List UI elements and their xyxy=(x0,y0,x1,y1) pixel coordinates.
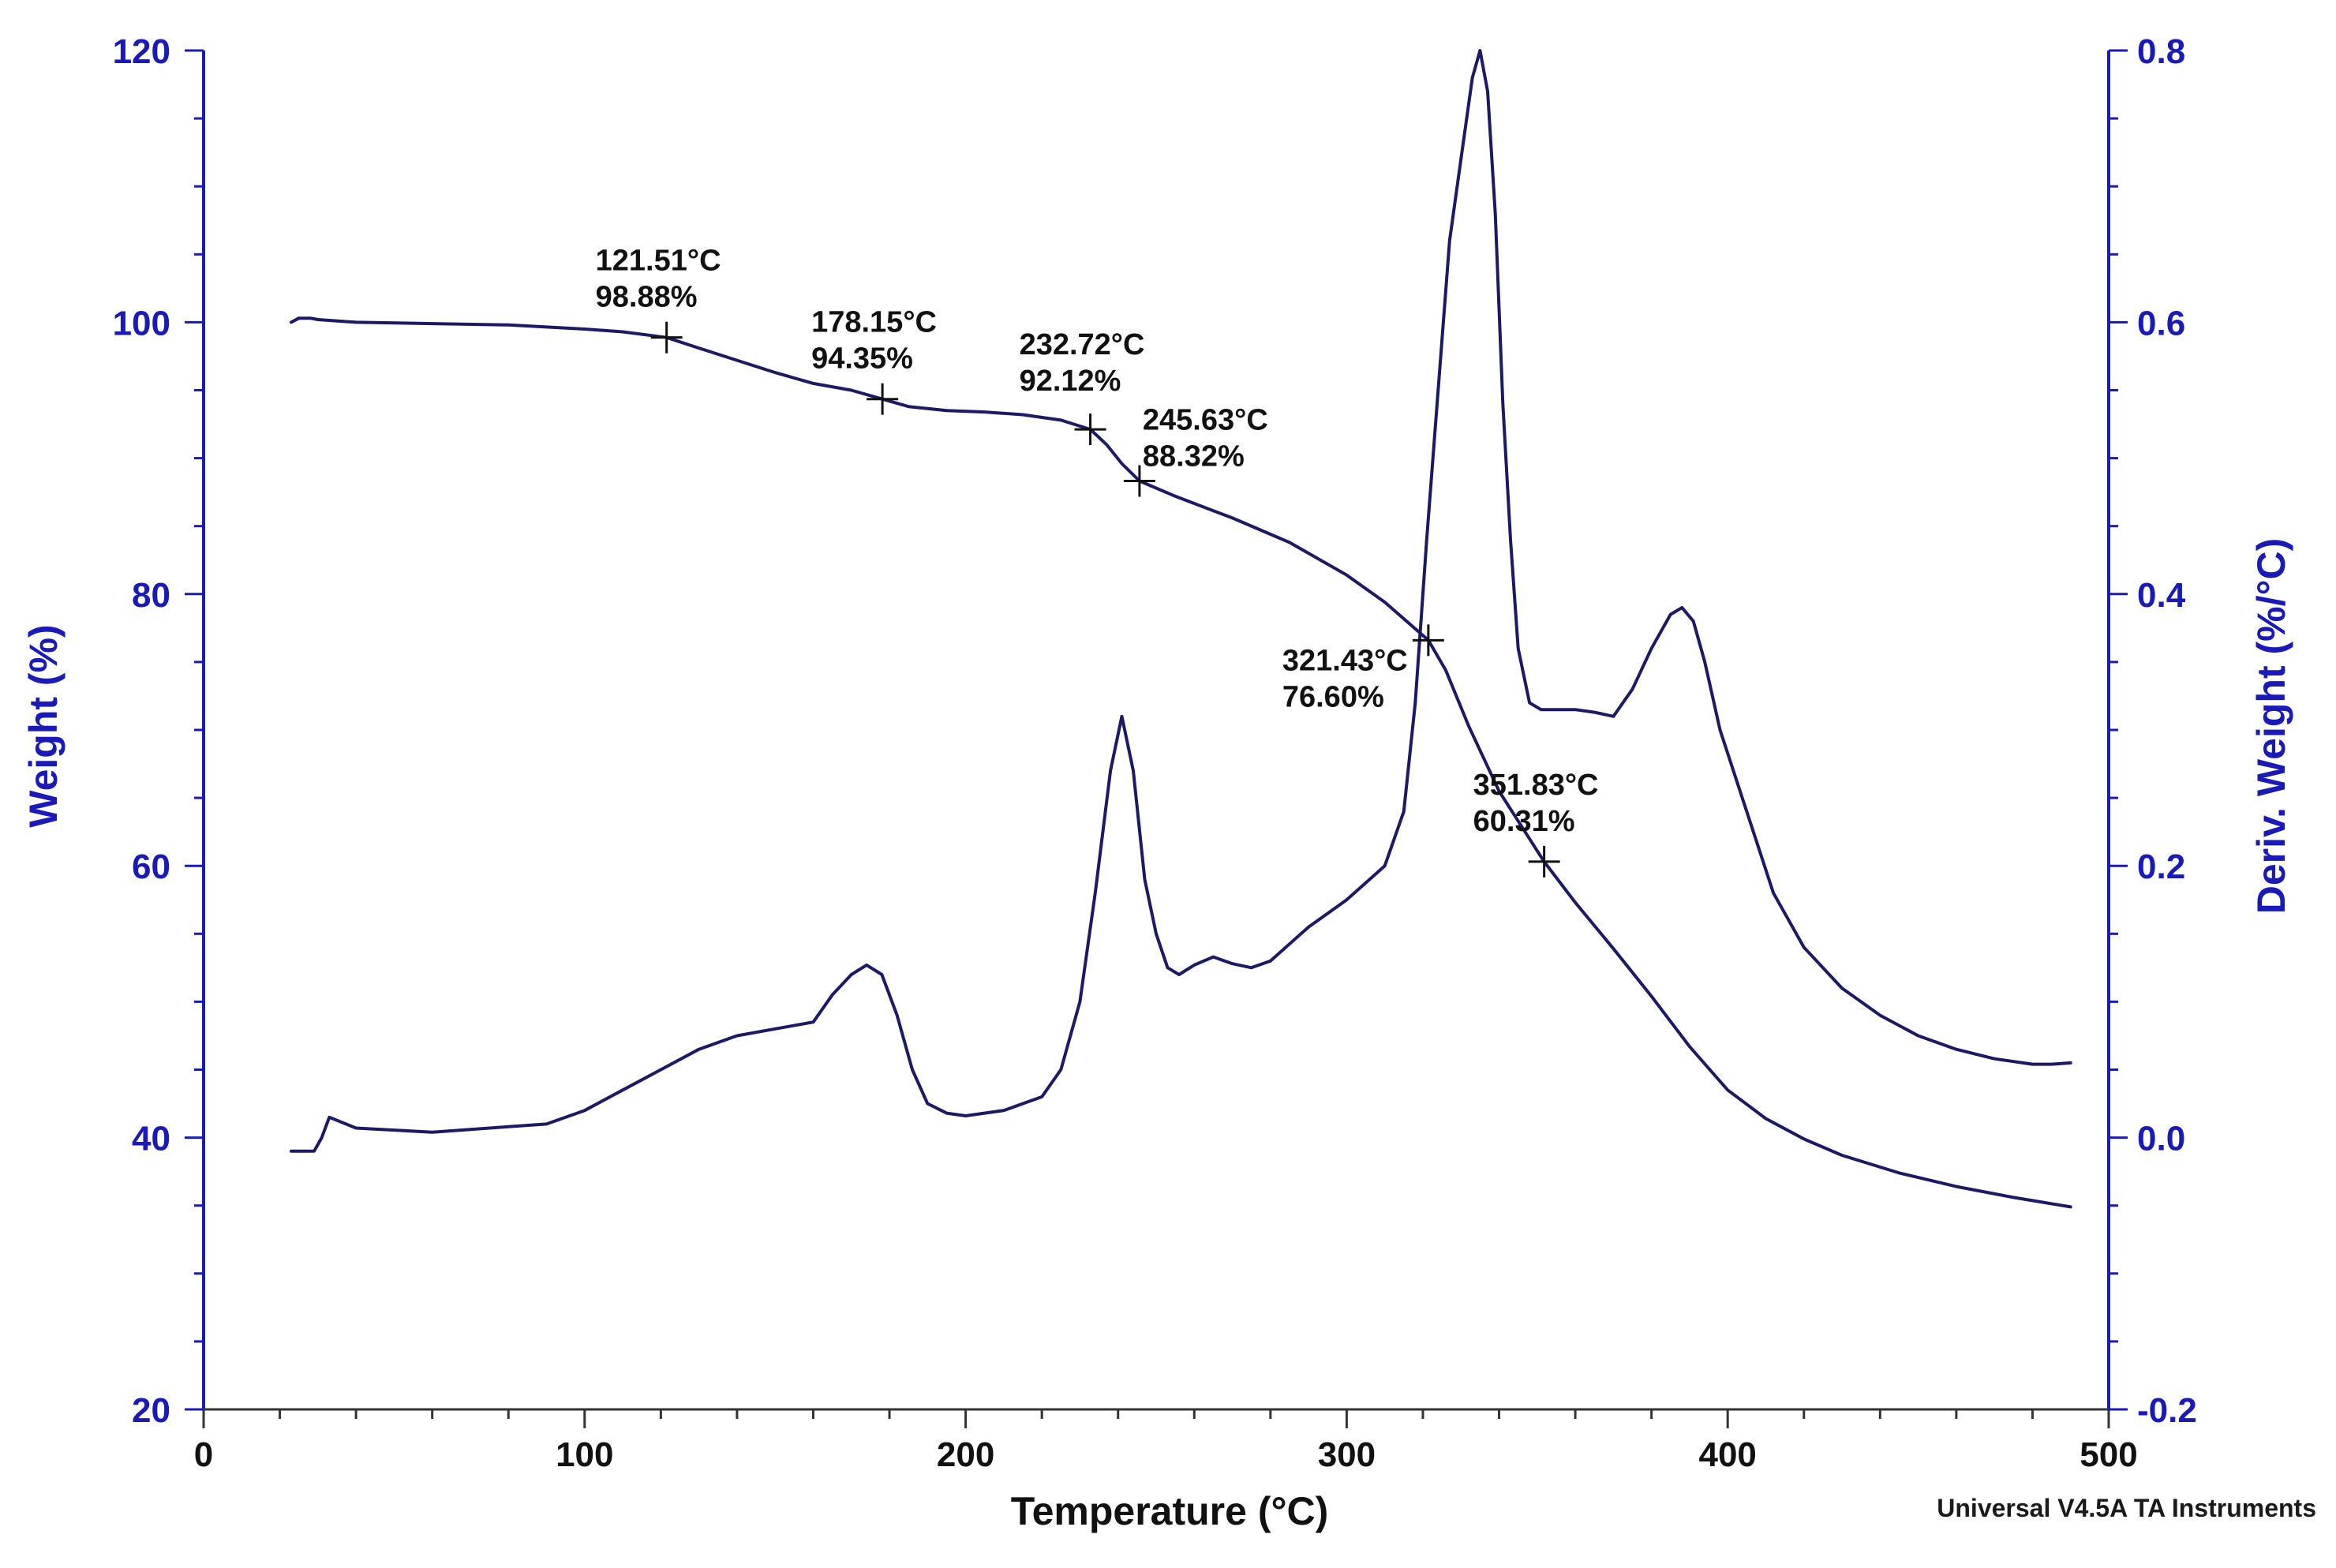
y-right-tick-label: 0.0 xyxy=(2137,1120,2185,1158)
y-left-tick-label: 100 xyxy=(113,304,170,342)
annotation-temperature: 351.83°C xyxy=(1473,769,1599,802)
y-axis-right-title: Deriv. Weight (%/°C) xyxy=(2249,538,2293,915)
instrument-footer: Universal V4.5A TA Instruments xyxy=(1937,1494,2316,1522)
annotation-weight: 60.31% xyxy=(1473,805,1575,838)
annotation-weight: 88.32% xyxy=(1143,440,1245,473)
x-tick-label: 300 xyxy=(1318,1435,1376,1474)
annotation-marker: 178.15°C94.35% xyxy=(811,306,937,415)
annotation-weight: 98.88% xyxy=(596,281,698,314)
annotation-marker: 121.51°C98.88% xyxy=(596,245,721,354)
y-axis-left-title: Weight (%) xyxy=(21,624,66,827)
x-tick-label: 0 xyxy=(194,1435,213,1474)
annotation-temperature: 321.43°C xyxy=(1282,644,1408,677)
x-tick-label: 500 xyxy=(2080,1435,2137,1474)
annotation-marker: 321.43°C76.60% xyxy=(1282,624,1444,713)
annotation-marker: 351.83°C60.31% xyxy=(1473,769,1599,878)
axes: 0 100 200 300 400 500 20 40 60 80 100 120 -0.2 0.0 0.2… xyxy=(113,32,2197,1474)
annotation-weight: 94.35% xyxy=(811,342,913,376)
annotation-weight: 76.60% xyxy=(1282,680,1384,713)
annotation-marker: 245.63°C88.32% xyxy=(1123,404,1268,497)
weight-curve xyxy=(290,316,2072,1209)
x-tick-label: 100 xyxy=(556,1435,613,1474)
x-tick-label: 400 xyxy=(1698,1435,1756,1474)
annotation-temperature: 121.51°C xyxy=(596,245,721,278)
annotation-temperature: 178.15°C xyxy=(811,306,937,339)
y-right-tick-label: -0.2 xyxy=(2137,1391,2197,1430)
y-right-tick-label: 0.4 xyxy=(2137,576,2186,615)
annotation-temperature: 232.72°C xyxy=(1020,328,1145,361)
y-right-tick-label: 0.6 xyxy=(2137,304,2185,342)
x-tick-label: 200 xyxy=(937,1435,994,1474)
annotation-temperature: 245.63°C xyxy=(1143,404,1268,437)
annotations: 121.51°C98.88% 178.15°C94.35% 232.72°C 92.1… xyxy=(596,245,1599,878)
y-left-tick-label: 120 xyxy=(113,32,170,71)
y-left-tick-label: 20 xyxy=(132,1391,170,1430)
y-right-tick-label: 0.2 xyxy=(2137,848,2185,886)
deriv-weight-curve xyxy=(290,49,2072,1153)
annotation-marker: 232.72°C 92.12% xyxy=(1020,328,1145,446)
y-right-tick-label: 0.8 xyxy=(2137,32,2185,71)
x-axis-title: Temperature (°C) xyxy=(1011,1489,1328,1533)
y-left-tick-label: 80 xyxy=(132,576,170,615)
y-left-tick-label: 40 xyxy=(132,1120,170,1158)
curves xyxy=(290,49,2072,1209)
y-left-tick-label: 60 xyxy=(132,848,170,886)
annotation-weight: 92.12% xyxy=(1020,365,1121,398)
axis-labels: Temperature (°C) Weight (%) Deriv. Weigh… xyxy=(21,538,2316,1533)
